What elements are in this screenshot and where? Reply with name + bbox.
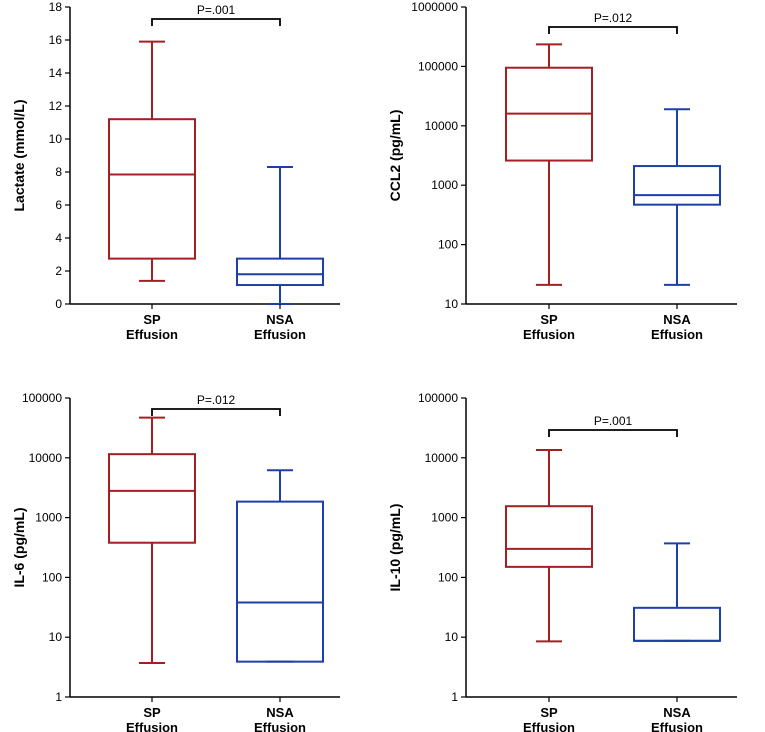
category-label-line2: Effusion xyxy=(523,720,575,732)
chart-panel-ccl2: 10 100 1000 10000 100000 1000000 CCL2 (pg/mL) S… xyxy=(387,0,737,342)
y-tick-label: 10 xyxy=(49,630,63,644)
p-value-label: P=.001 xyxy=(197,3,236,17)
category-label-line1: SP xyxy=(540,705,558,720)
y-tick-label: 8 xyxy=(55,165,62,179)
y-tick-label: 10000 xyxy=(29,451,63,465)
y-axis-title: Lactate (mmol/L) xyxy=(11,99,27,211)
y-tick-label: 1000 xyxy=(431,511,458,525)
box-1 xyxy=(236,469,324,663)
category-label-line1: NSA xyxy=(266,705,294,720)
y-tick-label: 2 xyxy=(55,264,62,278)
y-tick-label: 100 xyxy=(438,570,458,584)
category-label-line1: NSA xyxy=(663,705,691,720)
significance-bracket xyxy=(548,26,678,34)
y-tick-label: 1000 xyxy=(35,511,62,525)
y-tick-label: 1 xyxy=(451,690,458,704)
box-iqr xyxy=(633,165,721,206)
y-tick-label: 4 xyxy=(55,231,62,245)
y-tick-label: 100 xyxy=(42,570,62,584)
category-label-line2: Effusion xyxy=(651,720,703,732)
y-tick-label: 16 xyxy=(49,33,63,47)
y-tick-label: 0 xyxy=(55,297,62,311)
y-tick-label: 1000 xyxy=(431,178,458,192)
y-tick-label: 100 xyxy=(438,238,458,252)
box-iqr xyxy=(236,500,324,663)
y-tick-label: 14 xyxy=(49,66,63,80)
significance-bracket xyxy=(548,429,678,437)
box-iqr xyxy=(505,505,593,568)
box-iqr xyxy=(108,453,196,544)
category-label-line1: SP xyxy=(540,312,558,327)
category-label-line2: Effusion xyxy=(523,327,575,342)
box-0 xyxy=(505,43,593,286)
category-label-line2: Effusion xyxy=(126,327,178,342)
box-1 xyxy=(633,542,721,642)
y-tick-label: 10 xyxy=(49,132,63,146)
category-label-line1: NSA xyxy=(663,312,691,327)
y-tick-label: 10000 xyxy=(425,119,459,133)
box-iqr xyxy=(108,118,196,260)
box-1 xyxy=(633,108,721,286)
significance-bracket xyxy=(151,18,281,26)
y-tick-label: 100000 xyxy=(418,59,458,73)
y-tick-label: 1000000 xyxy=(411,0,458,14)
y-axis-title: CCL2 (pg/mL) xyxy=(387,110,403,202)
y-tick-label: 100000 xyxy=(418,391,458,405)
box-0 xyxy=(505,449,593,643)
category-label-line2: Effusion xyxy=(254,327,306,342)
box-iqr xyxy=(633,606,721,642)
category-label-line2: Effusion xyxy=(126,720,178,732)
y-tick-label: 10 xyxy=(445,297,459,311)
y-axis-title: IL-6 (pg/mL) xyxy=(11,507,27,587)
y-tick-label: 6 xyxy=(55,198,62,212)
box-iqr xyxy=(236,257,324,287)
y-axis-title: IL-10 (pg/mL) xyxy=(387,504,403,592)
y-tick-label: 10 xyxy=(445,630,459,644)
category-label-line2: Effusion xyxy=(254,720,306,732)
y-tick-label: 10000 xyxy=(425,451,459,465)
y-tick-label: 18 xyxy=(49,0,63,14)
category-label-line1: SP xyxy=(143,705,161,720)
y-tick-label: 100000 xyxy=(22,391,62,405)
box-0 xyxy=(108,40,196,282)
y-tick-label: 12 xyxy=(49,99,63,113)
category-label-line1: NSA xyxy=(266,312,294,327)
significance-bracket xyxy=(151,408,281,416)
category-label-line2: Effusion xyxy=(651,327,703,342)
box-1 xyxy=(236,166,324,305)
box-0 xyxy=(108,416,196,665)
p-value-label: P=.012 xyxy=(594,11,633,25)
p-value-label: P=.012 xyxy=(197,393,236,407)
y-tick-label: 1 xyxy=(55,690,62,704)
category-label-line1: SP xyxy=(143,312,161,327)
p-value-label: P=.001 xyxy=(594,414,633,428)
